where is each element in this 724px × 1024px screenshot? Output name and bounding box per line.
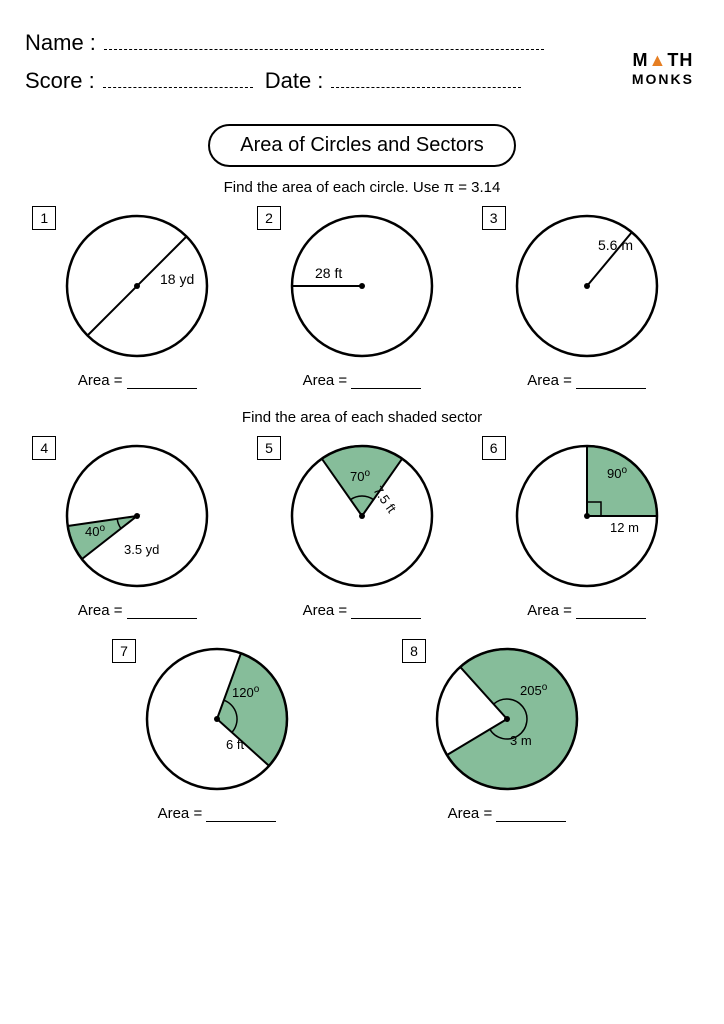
qnum-2: 2	[257, 206, 281, 230]
circle-2: 28 ft	[277, 206, 447, 366]
logo-bottom: MONKS	[632, 71, 694, 87]
name-label: Name :	[25, 30, 96, 56]
logo-triangle-icon: ▲	[649, 50, 668, 70]
circle-6: 90o 12 m	[502, 436, 672, 596]
qnum-7: 7	[112, 639, 136, 663]
answer-8: Area =	[402, 805, 612, 822]
answer-1: Area =	[32, 372, 242, 389]
instruction-1: Find the area of each circle. Use π = 3.…	[25, 179, 699, 196]
question-8: 8 205o 3 m Area =	[402, 639, 612, 836]
answer-3: Area =	[482, 372, 692, 389]
qnum-8: 8	[402, 639, 426, 663]
question-3: 3 5.6 m Area =	[482, 206, 692, 403]
question-1: 1 18 yd Area =	[32, 206, 242, 403]
label-8: 3 m	[510, 733, 532, 748]
label-3: 5.6 m	[598, 237, 633, 253]
worksheet-title: Area of Circles and Sectors	[208, 124, 515, 167]
question-6: 6 90o 12 m Area =	[482, 436, 692, 633]
answer-4: Area =	[32, 602, 242, 619]
answer-6: Area =	[482, 602, 692, 619]
circle-7: 120o 6 ft	[132, 639, 302, 799]
row-2: 4 40o 3.5 yd Area = 5 70o 7.5 ft Area = …	[25, 436, 699, 633]
qnum-4: 4	[32, 436, 56, 460]
circle-3: 5.6 m	[502, 206, 672, 366]
name-line	[104, 32, 544, 50]
score-label: Score :	[25, 68, 95, 94]
name-row: Name :	[25, 30, 699, 56]
circle-5: 70o 7.5 ft	[277, 436, 447, 596]
qnum-1: 1	[32, 206, 56, 230]
date-label: Date :	[265, 68, 324, 94]
question-4: 4 40o 3.5 yd Area =	[32, 436, 242, 633]
answer-5: Area =	[257, 602, 467, 619]
instruction-2: Find the area of each shaded sector	[25, 409, 699, 426]
answer-2: Area =	[257, 372, 467, 389]
logo-top: M▲TH	[632, 50, 694, 71]
label-6: 12 m	[610, 520, 639, 535]
score-line	[103, 70, 253, 88]
label-1: 18 yd	[160, 271, 194, 287]
question-2: 2 28 ft Area =	[257, 206, 467, 403]
label-7: 6 ft	[226, 737, 244, 752]
circle-8: 205o 3 m	[422, 639, 592, 799]
row-3: 7 120o 6 ft Area = 8 205o 3 m Area =	[25, 639, 699, 836]
circle-4: 40o 3.5 yd	[52, 436, 222, 596]
row-1: 1 18 yd Area = 2 28 ft Area = 3 5.6 m Ar…	[25, 206, 699, 403]
label-2: 28 ft	[315, 265, 342, 281]
answer-7: Area =	[112, 805, 322, 822]
logo: M▲TH MONKS	[632, 50, 694, 87]
qnum-3: 3	[482, 206, 506, 230]
question-7: 7 120o 6 ft Area =	[112, 639, 322, 836]
qnum-6: 6	[482, 436, 506, 460]
circle-1: 18 yd	[52, 206, 222, 366]
date-line	[331, 70, 521, 88]
question-5: 5 70o 7.5 ft Area =	[257, 436, 467, 633]
score-date-row: Score : Date :	[25, 68, 545, 94]
label-4: 3.5 yd	[124, 542, 159, 557]
qnum-5: 5	[257, 436, 281, 460]
